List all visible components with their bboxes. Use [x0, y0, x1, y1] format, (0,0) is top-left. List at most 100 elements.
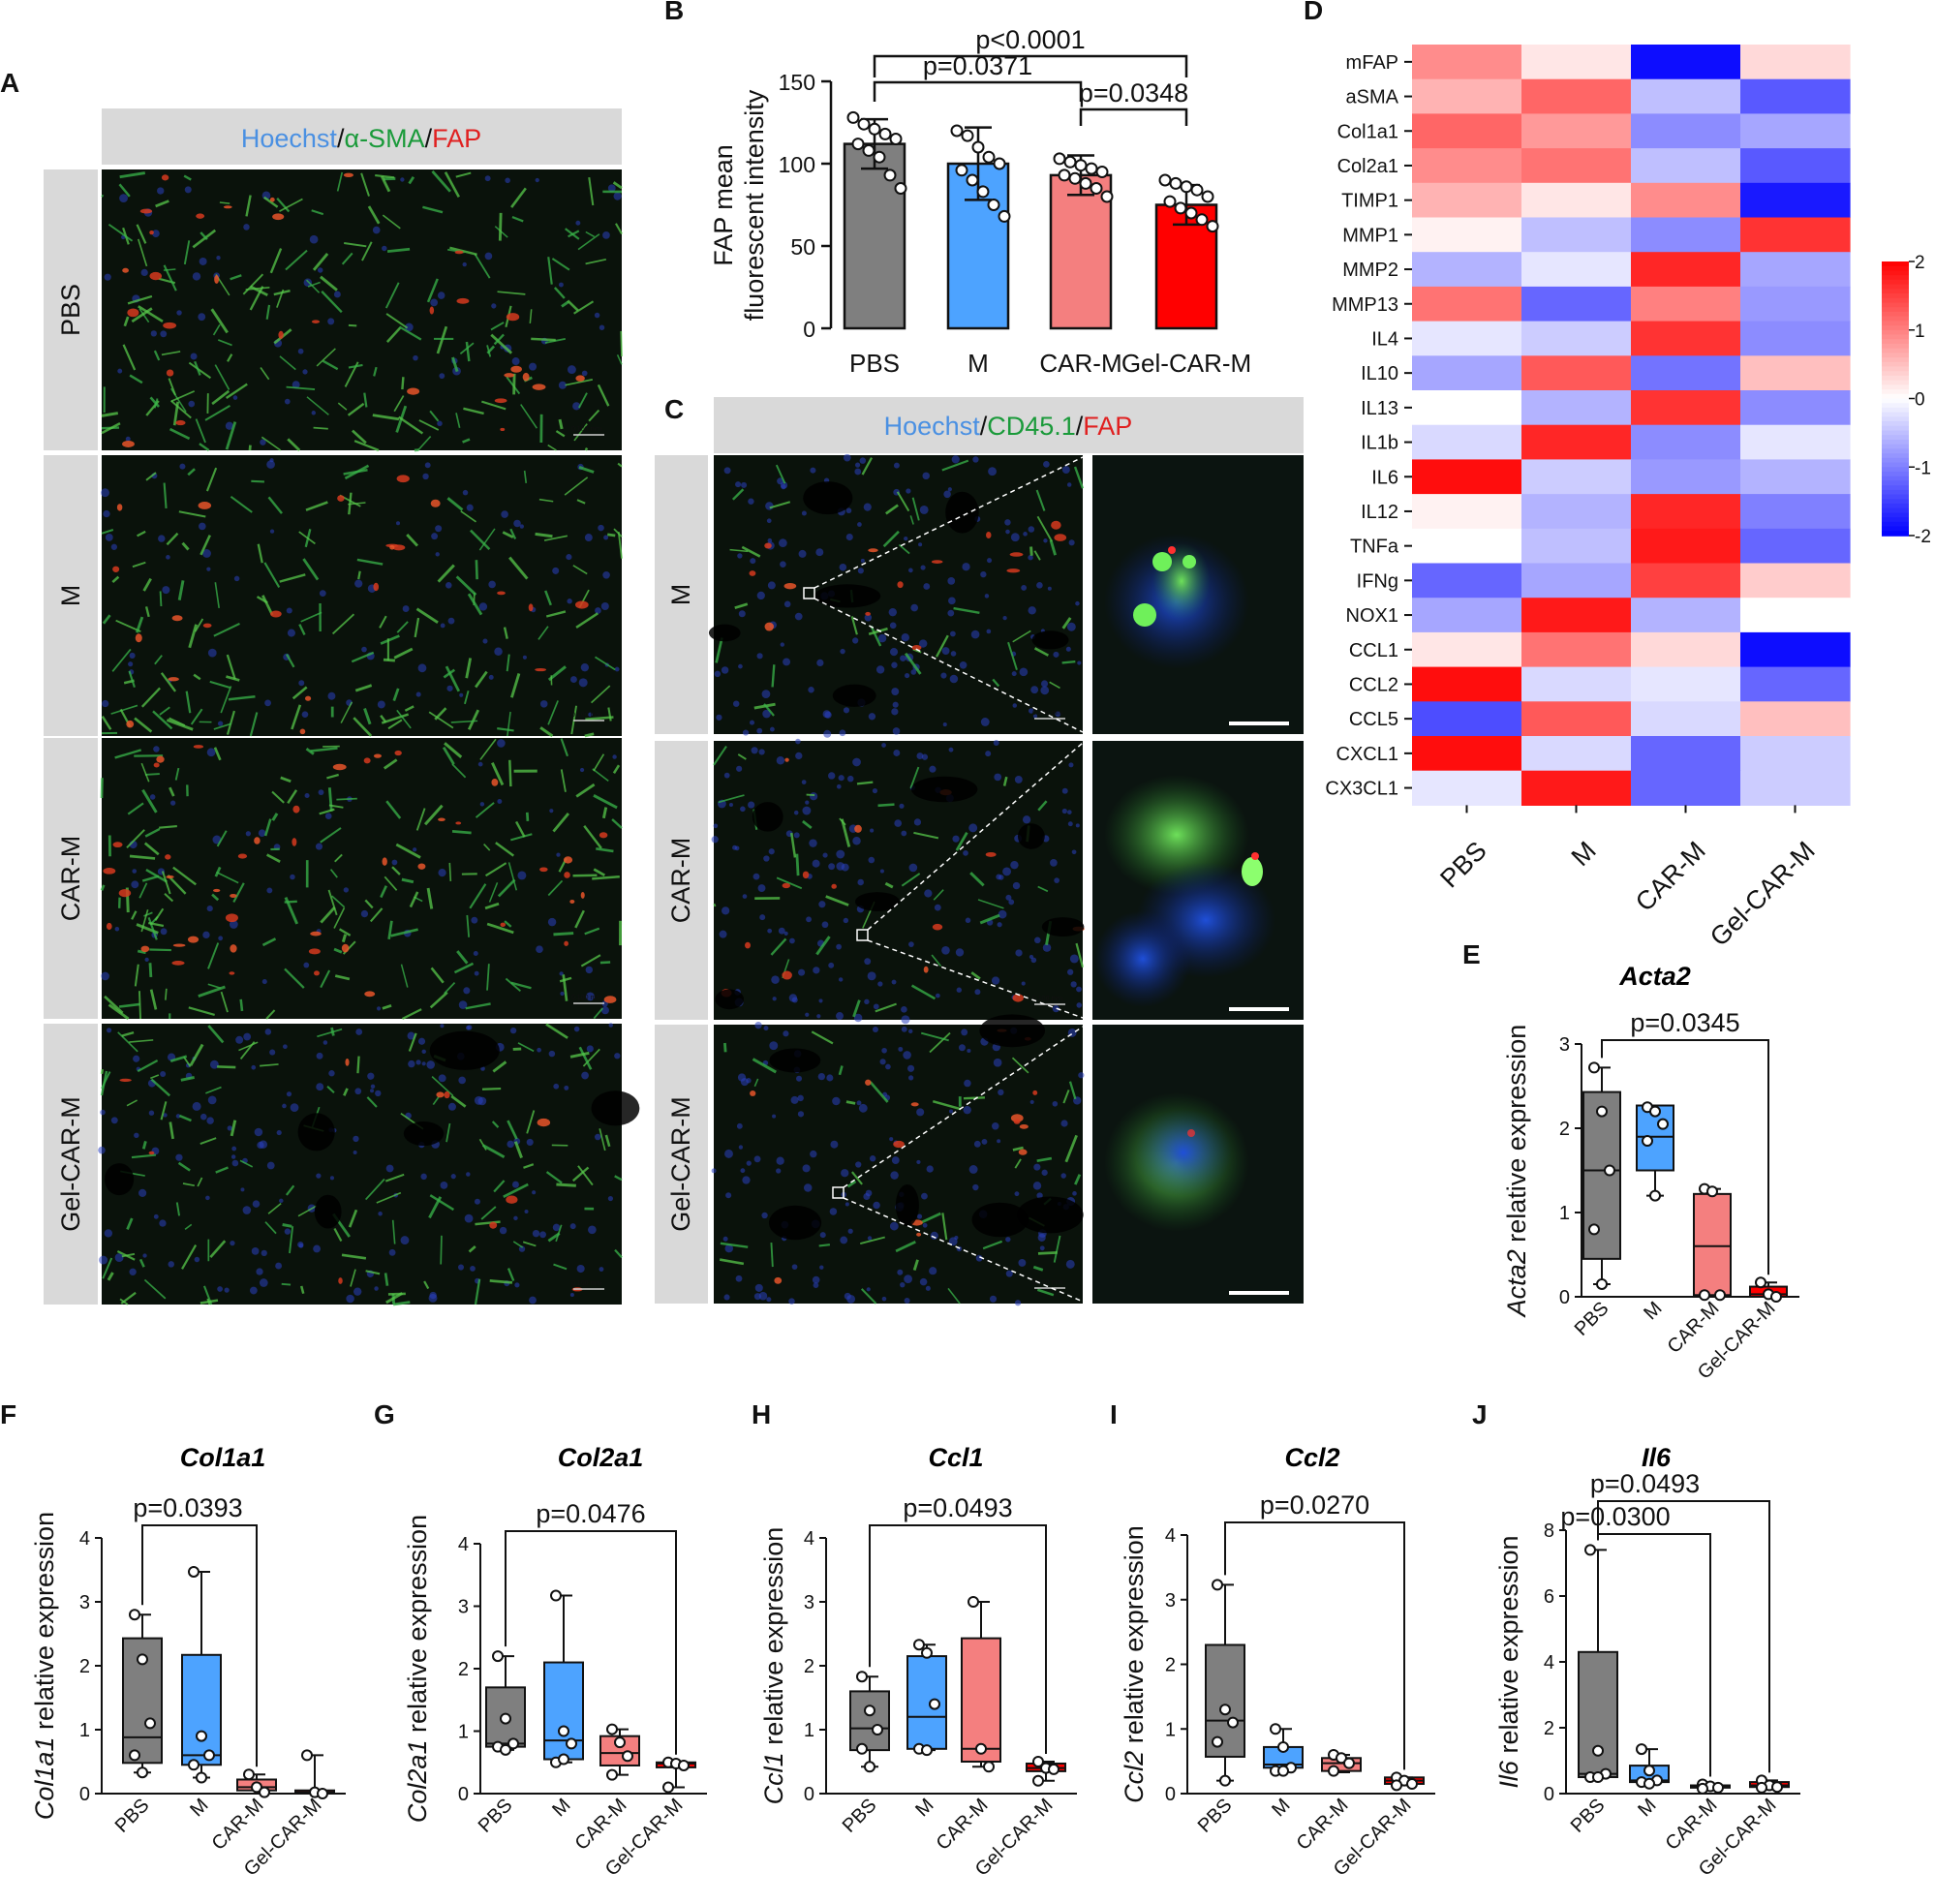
fiber-mark — [195, 418, 206, 444]
fiber-mark — [592, 875, 620, 880]
data-point — [1771, 1781, 1783, 1794]
fap-signal-mark — [213, 888, 221, 893]
fap-signal-mark — [569, 899, 575, 905]
fap-signal-mark — [373, 582, 380, 592]
chart-title: Acta2 — [1618, 962, 1691, 991]
fiber-mark — [353, 440, 380, 452]
fap-signal-mark — [394, 750, 402, 756]
nucleus-mark — [904, 536, 908, 541]
data-point — [1063, 155, 1077, 169]
fiber-mark — [287, 789, 298, 804]
nucleus-mark — [313, 1244, 321, 1253]
colorbar-segment — [1882, 471, 1909, 477]
fiber-mark — [553, 1263, 568, 1271]
nucleus-mark — [901, 830, 907, 837]
void-mark — [708, 624, 741, 642]
x-category-label: M — [1640, 1298, 1666, 1324]
y-tick-label: 2 — [1165, 1655, 1176, 1676]
fiber-mark — [1068, 1081, 1077, 1100]
colorbar-segment — [1882, 444, 1909, 450]
data-point — [558, 1753, 569, 1766]
fap-signal-mark — [153, 762, 160, 768]
nucleus-mark — [916, 1108, 925, 1117]
void-mark — [910, 776, 978, 803]
channel-name: α-SMA — [344, 124, 424, 153]
fap-signal-mark — [506, 313, 520, 322]
data-point — [921, 1646, 933, 1659]
panel-label-I: I — [1110, 1399, 1118, 1429]
nucleus-mark — [457, 1264, 465, 1271]
nucleus-mark — [997, 1139, 1001, 1144]
nucleus-mark — [735, 1274, 743, 1282]
panel-label-E: E — [1462, 939, 1481, 969]
nucleus-mark — [778, 927, 785, 935]
fap-signal-mark — [923, 966, 929, 973]
fiber-mark — [131, 307, 153, 323]
nucleus-mark — [206, 905, 213, 912]
nucleus-mark — [588, 1225, 597, 1235]
nucleus-mark — [514, 1282, 520, 1288]
data-point — [301, 1749, 313, 1762]
nucleus-mark — [857, 522, 862, 527]
nucleus-mark — [230, 1240, 235, 1246]
nucleus-mark — [1005, 894, 1012, 901]
fap-signal-mark — [417, 863, 426, 870]
fiber-mark — [510, 981, 532, 990]
colorbar-segment — [1882, 321, 1909, 326]
fiber-mark — [401, 1008, 422, 1021]
fiber-mark — [584, 927, 600, 936]
nucleus-mark — [798, 549, 807, 558]
fiber-mark — [367, 205, 381, 225]
nucleus-mark — [194, 1256, 200, 1263]
p-value-label: p=0.0393 — [133, 1493, 242, 1522]
fiber-mark — [484, 862, 507, 877]
data-point — [1095, 166, 1109, 178]
fiber-mark — [265, 853, 281, 863]
channel-name: / — [1076, 412, 1084, 441]
fiber-mark — [242, 273, 264, 295]
nucleus-mark — [567, 365, 576, 375]
p-value-label: p=0.0345 — [1630, 1008, 1739, 1037]
nucleus-mark — [740, 1078, 749, 1087]
fiber-mark — [523, 470, 528, 484]
nucleus-mark — [1010, 533, 1020, 542]
nucleus-mark — [217, 721, 224, 726]
heatmap-cell — [1631, 736, 1741, 772]
nucleus-mark — [317, 267, 323, 273]
x-category-label: M — [1268, 1795, 1294, 1821]
fiber-mark — [292, 686, 308, 700]
nucleus-mark — [163, 1113, 168, 1118]
fiber-mark — [408, 1032, 417, 1052]
nucleus-mark — [881, 743, 886, 748]
fiber-mark — [172, 866, 197, 886]
fiber-mark — [225, 421, 237, 450]
nucleus-mark — [829, 1208, 838, 1215]
channel-name: / — [337, 124, 345, 153]
fiber-mark — [200, 231, 208, 240]
data-point — [1048, 1763, 1060, 1775]
fiber-mark — [901, 873, 921, 887]
fiber-mark — [143, 911, 153, 917]
fiber-mark — [128, 670, 136, 688]
nucleus-mark — [752, 873, 760, 880]
fap-signal-mark — [1009, 552, 1024, 557]
fap-puncta — [1187, 1129, 1195, 1137]
fiber-mark — [578, 466, 595, 474]
fiber-mark — [982, 1240, 1003, 1250]
fiber-mark — [127, 802, 144, 815]
fiber-mark — [545, 610, 567, 618]
nucleus-mark — [750, 558, 756, 565]
heatmap-cell — [1521, 666, 1632, 702]
fiber-mark — [478, 1138, 487, 1151]
colorbar-segment — [1882, 485, 1909, 491]
nucleus-mark — [179, 463, 186, 470]
fiber-mark — [715, 637, 723, 663]
nucleus-mark — [376, 1006, 382, 1011]
nucleus-mark — [1032, 714, 1038, 719]
nucleus-mark — [470, 1266, 476, 1272]
nucleus-mark — [98, 1146, 106, 1154]
nucleus-mark — [723, 467, 731, 475]
nucleus-mark — [893, 462, 900, 469]
